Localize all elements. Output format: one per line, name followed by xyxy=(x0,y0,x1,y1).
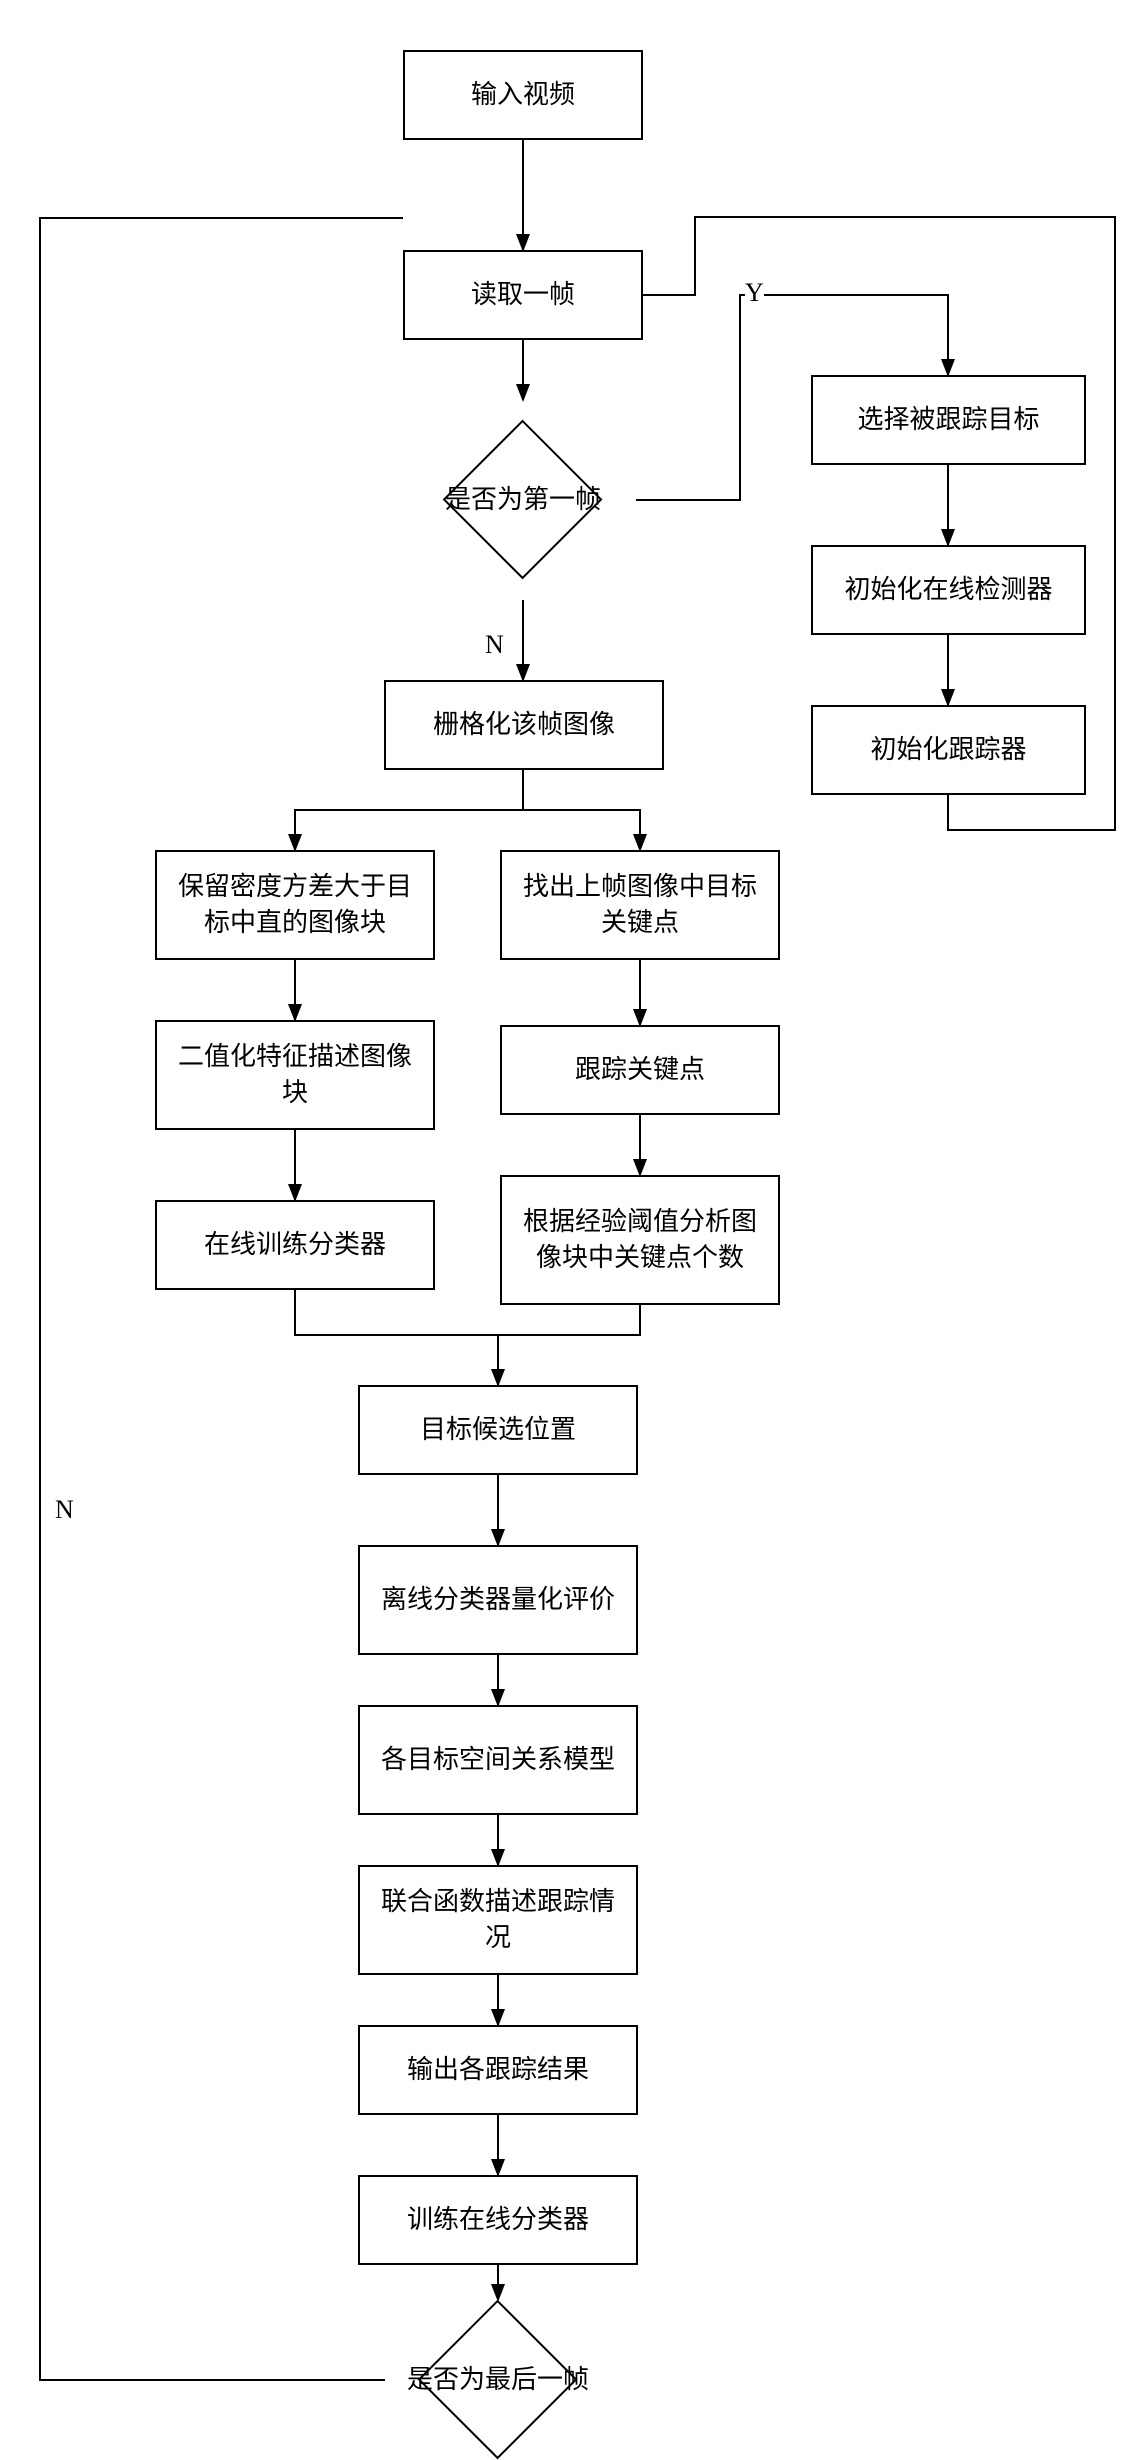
flowchart-rect-n18: 输出各跟踪结果 xyxy=(358,2025,638,2115)
edge-label: Y xyxy=(745,278,764,308)
flowchart-rect-n7: 栅格化该帧图像 xyxy=(384,680,664,770)
flowchart-rect-n19: 训练在线分类器 xyxy=(358,2175,638,2265)
flowchart-rect-n11: 找出上帧图像中目标关键点 xyxy=(500,850,780,960)
flowchart-rect-n6: 初始化跟踪器 xyxy=(811,705,1086,795)
edge xyxy=(295,1290,498,1335)
flowchart-rect-n4: 选择被跟踪目标 xyxy=(811,375,1086,465)
flowchart-diamond-n3: 是否为第一帧 xyxy=(413,420,633,580)
flowchart-rect-n17: 联合函数描述跟踪情况 xyxy=(358,1865,638,1975)
flowchart-rect-n9: 二值化特征描述图像块 xyxy=(155,1020,435,1130)
flowchart-rect-n1: 输入视频 xyxy=(403,50,643,140)
flowchart-rect-n12: 跟踪关键点 xyxy=(500,1025,780,1115)
edge xyxy=(498,1305,640,1335)
flowchart-rect-n16: 各目标空间关系模型 xyxy=(358,1705,638,1815)
flowchart-rect-n5: 初始化在线检测器 xyxy=(811,545,1086,635)
edge xyxy=(523,810,640,850)
edge-label: N xyxy=(485,630,504,660)
flowchart-rect-n15: 离线分类器量化评价 xyxy=(358,1545,638,1655)
flowchart-rect-n13: 根据经验阈值分析图像块中关键点个数 xyxy=(500,1175,780,1305)
edge xyxy=(295,810,523,850)
flowchart-rect-n8: 保留密度方差大于目标中直的图像块 xyxy=(155,850,435,960)
flowchart-rect-n14: 目标候选位置 xyxy=(358,1385,638,1475)
flowchart-rect-n2: 读取一帧 xyxy=(403,250,643,340)
flowchart-rect-n10: 在线训练分类器 xyxy=(155,1200,435,1290)
flowchart-diamond-n20: 是否为最后一帧 xyxy=(388,2300,608,2460)
edge-label: N xyxy=(55,1495,74,1525)
edge xyxy=(40,218,403,2380)
